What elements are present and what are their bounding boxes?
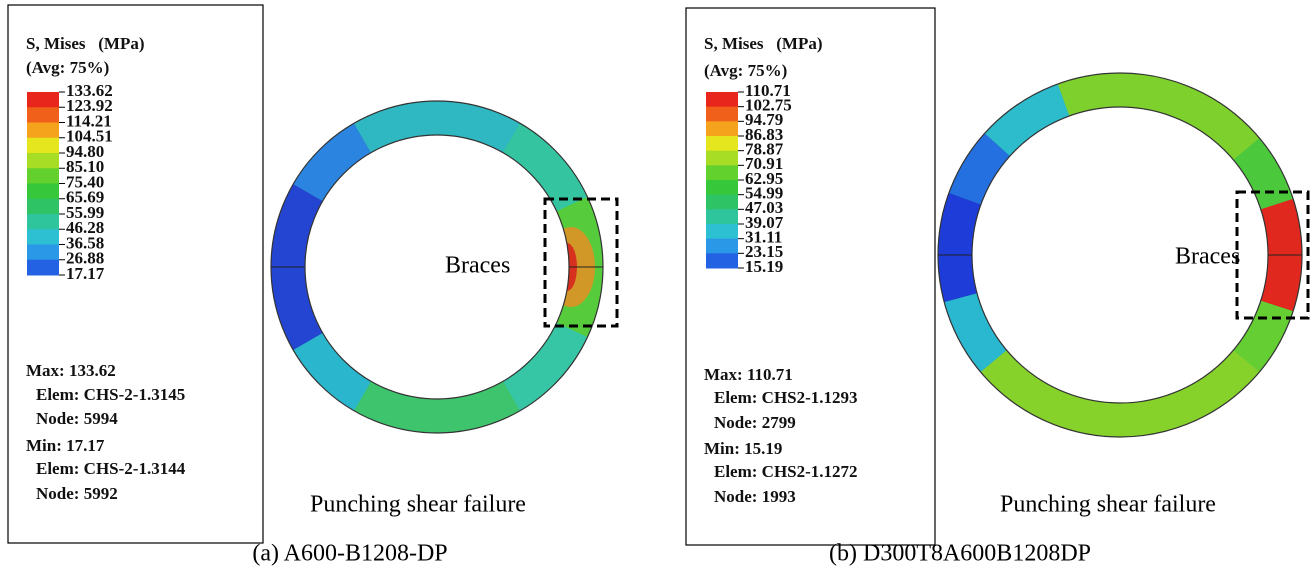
legend-info: Elem: CHS2-1.1272: [714, 462, 858, 481]
color-band: [27, 260, 59, 276]
legend-info: Max: 110.71: [704, 365, 793, 384]
color-band: [706, 195, 738, 210]
color-band: [706, 253, 738, 268]
color-band: [27, 138, 59, 154]
color-band: [27, 107, 59, 123]
color-band: [706, 180, 738, 195]
color-band: [706, 136, 738, 151]
legend-info: Elem: CHS-2-1.3144: [36, 459, 186, 478]
caption: (b) D300T8A600B1208DP: [829, 541, 1091, 567]
page: {"panels": [ {"legend": {"title": "S, Mi…: [0, 0, 1316, 576]
legend-info: Min: 17.17: [26, 436, 105, 455]
legend-title: S, Mises (MPa): [26, 34, 145, 53]
color-band: [27, 245, 59, 261]
legend-info: Node: 5992: [36, 484, 118, 503]
color-band: [27, 229, 59, 245]
failure-label: Punching shear failure: [310, 492, 526, 518]
legend-title: S, Mises (MPa): [704, 34, 823, 53]
color-band: [27, 184, 59, 200]
color-band: [706, 151, 738, 166]
failure-label: Punching shear failure: [1000, 492, 1216, 518]
color-band: [27, 199, 59, 215]
legend-avg: (Avg: 75%): [704, 61, 787, 80]
legend-info: Elem: CHS2-1.1293: [714, 388, 858, 407]
legend-info: Node: 1993: [714, 487, 796, 506]
ring-inner: [305, 135, 569, 399]
caption: (a) A600-B1208-DP: [252, 541, 447, 567]
figure: S, Mises (MPa)(Avg: 75%)133.62123.92114.…: [0, 0, 1316, 576]
legend-info: Node: 5994: [36, 409, 118, 428]
color-band: [27, 92, 59, 108]
legend-info: Elem: CHS-2-1.3145: [36, 385, 185, 404]
legend-level: 17.17: [66, 264, 105, 283]
color-band: [706, 92, 738, 107]
legend-avg: (Avg: 75%): [26, 58, 109, 77]
color-band: [706, 121, 738, 136]
panel: S, Mises (MPa)(Avg: 75%)110.71102.7594.7…: [686, 8, 1308, 567]
annotation: Braces: [445, 253, 510, 279]
panel: S, Mises (MPa)(Avg: 75%)133.62123.92114.…: [8, 5, 617, 567]
color-band: [706, 165, 738, 180]
legend-info: Min: 15.19: [704, 439, 782, 458]
color-band: [27, 153, 59, 169]
legend-info: Max: 133.62: [26, 361, 116, 380]
color-band: [27, 123, 59, 139]
color-band: [706, 224, 738, 239]
legend-info: Node: 2799: [714, 413, 796, 432]
annotation: Braces: [1175, 244, 1240, 270]
color-band: [706, 107, 738, 122]
color-band: [706, 239, 738, 254]
color-band: [27, 214, 59, 230]
color-band: [27, 168, 59, 184]
color-band: [706, 209, 738, 224]
legend-level: 15.19: [745, 257, 783, 276]
